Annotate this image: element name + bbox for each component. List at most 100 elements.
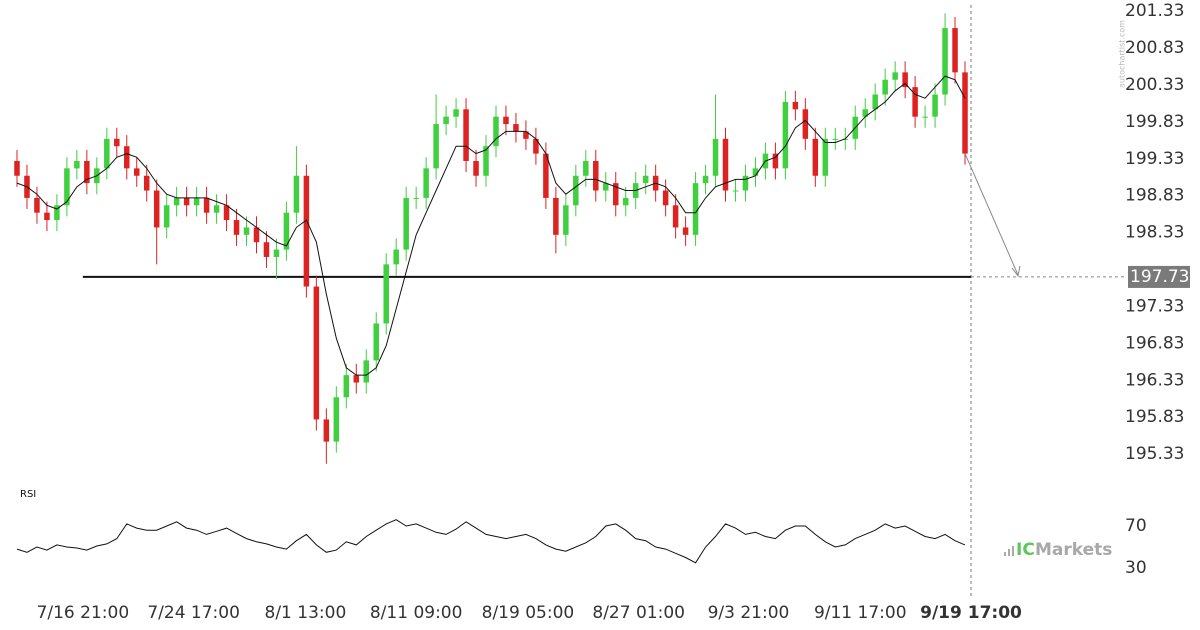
rsi-tick-label: 70	[1125, 516, 1147, 536]
candle-body	[802, 109, 809, 139]
y-tick-label: 201.33	[1125, 1, 1184, 21]
logo: IC Markets	[1004, 540, 1112, 560]
candle-body	[513, 124, 519, 132]
x-tick-label: 7/24 17:00	[147, 603, 240, 623]
candle-body	[373, 323, 379, 361]
candle-body	[493, 116, 499, 147]
candle-body	[732, 190, 739, 192]
candle-body	[233, 220, 240, 235]
candle-body	[702, 175, 709, 184]
y-tick-label: 198.33	[1125, 223, 1184, 243]
y-tick-label: 200.33	[1125, 75, 1184, 95]
x-tick-label: 8/11 09:00	[370, 603, 463, 623]
logo-bar	[1012, 546, 1014, 556]
candle-body	[114, 138, 120, 147]
rsi-line	[16, 519, 966, 564]
candle-body	[173, 197, 180, 206]
x-tick-label: 8/19 05:00	[482, 603, 575, 623]
x-tick-label: 9/11 17:00	[814, 603, 907, 623]
logo-prefix: IC	[1016, 540, 1035, 560]
candle-body	[912, 87, 918, 117]
candle-body	[642, 175, 649, 184]
candle-body	[752, 168, 759, 176]
candle-body	[593, 160, 599, 191]
candle-body	[622, 197, 629, 206]
y-tick-label: 196.33	[1125, 370, 1184, 390]
candle-body	[662, 190, 669, 206]
candle-body	[133, 168, 140, 176]
candle-body	[383, 264, 389, 324]
candle-body	[573, 175, 579, 206]
candle-body	[193, 197, 200, 206]
candle-body	[403, 197, 409, 250]
x-tick-label: 8/27 01:00	[592, 603, 685, 623]
logo-bar	[1004, 552, 1006, 556]
candle-body	[583, 160, 589, 176]
candle-body	[253, 227, 260, 243]
candle-body	[313, 286, 320, 420]
y-tick-label: 199.33	[1125, 149, 1184, 169]
candle-body	[453, 109, 459, 117]
candle-body	[533, 138, 539, 154]
y-tick-label: 195.33	[1125, 444, 1184, 464]
rsi-tick-label: 30	[1125, 558, 1147, 578]
candle-body	[143, 175, 150, 191]
candle-body	[303, 175, 310, 287]
candle-body	[273, 249, 280, 257]
candle-body	[323, 419, 330, 442]
candle-body	[692, 183, 699, 235]
candle-body	[603, 183, 609, 191]
candle-body	[892, 72, 898, 80]
candle-body	[962, 72, 968, 154]
candle-body	[263, 242, 270, 257]
candle-body	[44, 212, 50, 221]
candle-body	[722, 138, 729, 191]
candle-body	[54, 205, 60, 221]
candle-body	[832, 138, 839, 140]
y-tick-label: 197.33	[1125, 296, 1184, 316]
candle-body	[333, 397, 340, 442]
candle-body	[413, 197, 419, 199]
projection-arrowhead	[1011, 265, 1021, 278]
candle-body	[104, 138, 110, 169]
candle-body	[902, 72, 908, 88]
candle-body	[343, 375, 350, 398]
candle-body	[433, 124, 439, 169]
candle-body	[742, 175, 749, 191]
candle-body	[463, 109, 469, 161]
candle-body	[872, 94, 878, 110]
candle-body	[283, 212, 290, 250]
candle-body	[363, 360, 370, 383]
y-tick-label: 198.83	[1125, 186, 1184, 206]
candle-body	[712, 138, 719, 176]
moving-average	[16, 75, 966, 376]
candle-body	[822, 138, 829, 176]
candle-body	[443, 116, 449, 125]
candle-body	[942, 28, 948, 95]
candle-body	[473, 160, 479, 176]
logo-name: Markets	[1035, 540, 1112, 560]
x-tick-label: 7/16 21:00	[37, 603, 130, 623]
watermark: autochartist.com	[1118, 20, 1127, 88]
x-tick-label: 9/19 17:00	[920, 603, 1022, 623]
candle-body	[213, 205, 220, 213]
candle-body	[672, 205, 679, 228]
candle-body	[932, 94, 938, 117]
candle-body	[153, 190, 160, 228]
candle-body	[922, 116, 928, 118]
candle-body	[163, 205, 170, 228]
candle-body	[423, 168, 429, 198]
candle-body	[393, 249, 399, 265]
candle-body	[782, 101, 789, 169]
candle-body	[882, 79, 888, 95]
candle-body	[553, 197, 559, 235]
candle-body	[34, 197, 40, 213]
candle-body	[74, 160, 80, 169]
y-tick-label: 200.83	[1125, 38, 1184, 58]
candle-body	[812, 138, 819, 176]
candle-body	[203, 197, 210, 213]
rsi-label: RSI	[20, 489, 36, 500]
candle-body	[503, 116, 509, 125]
